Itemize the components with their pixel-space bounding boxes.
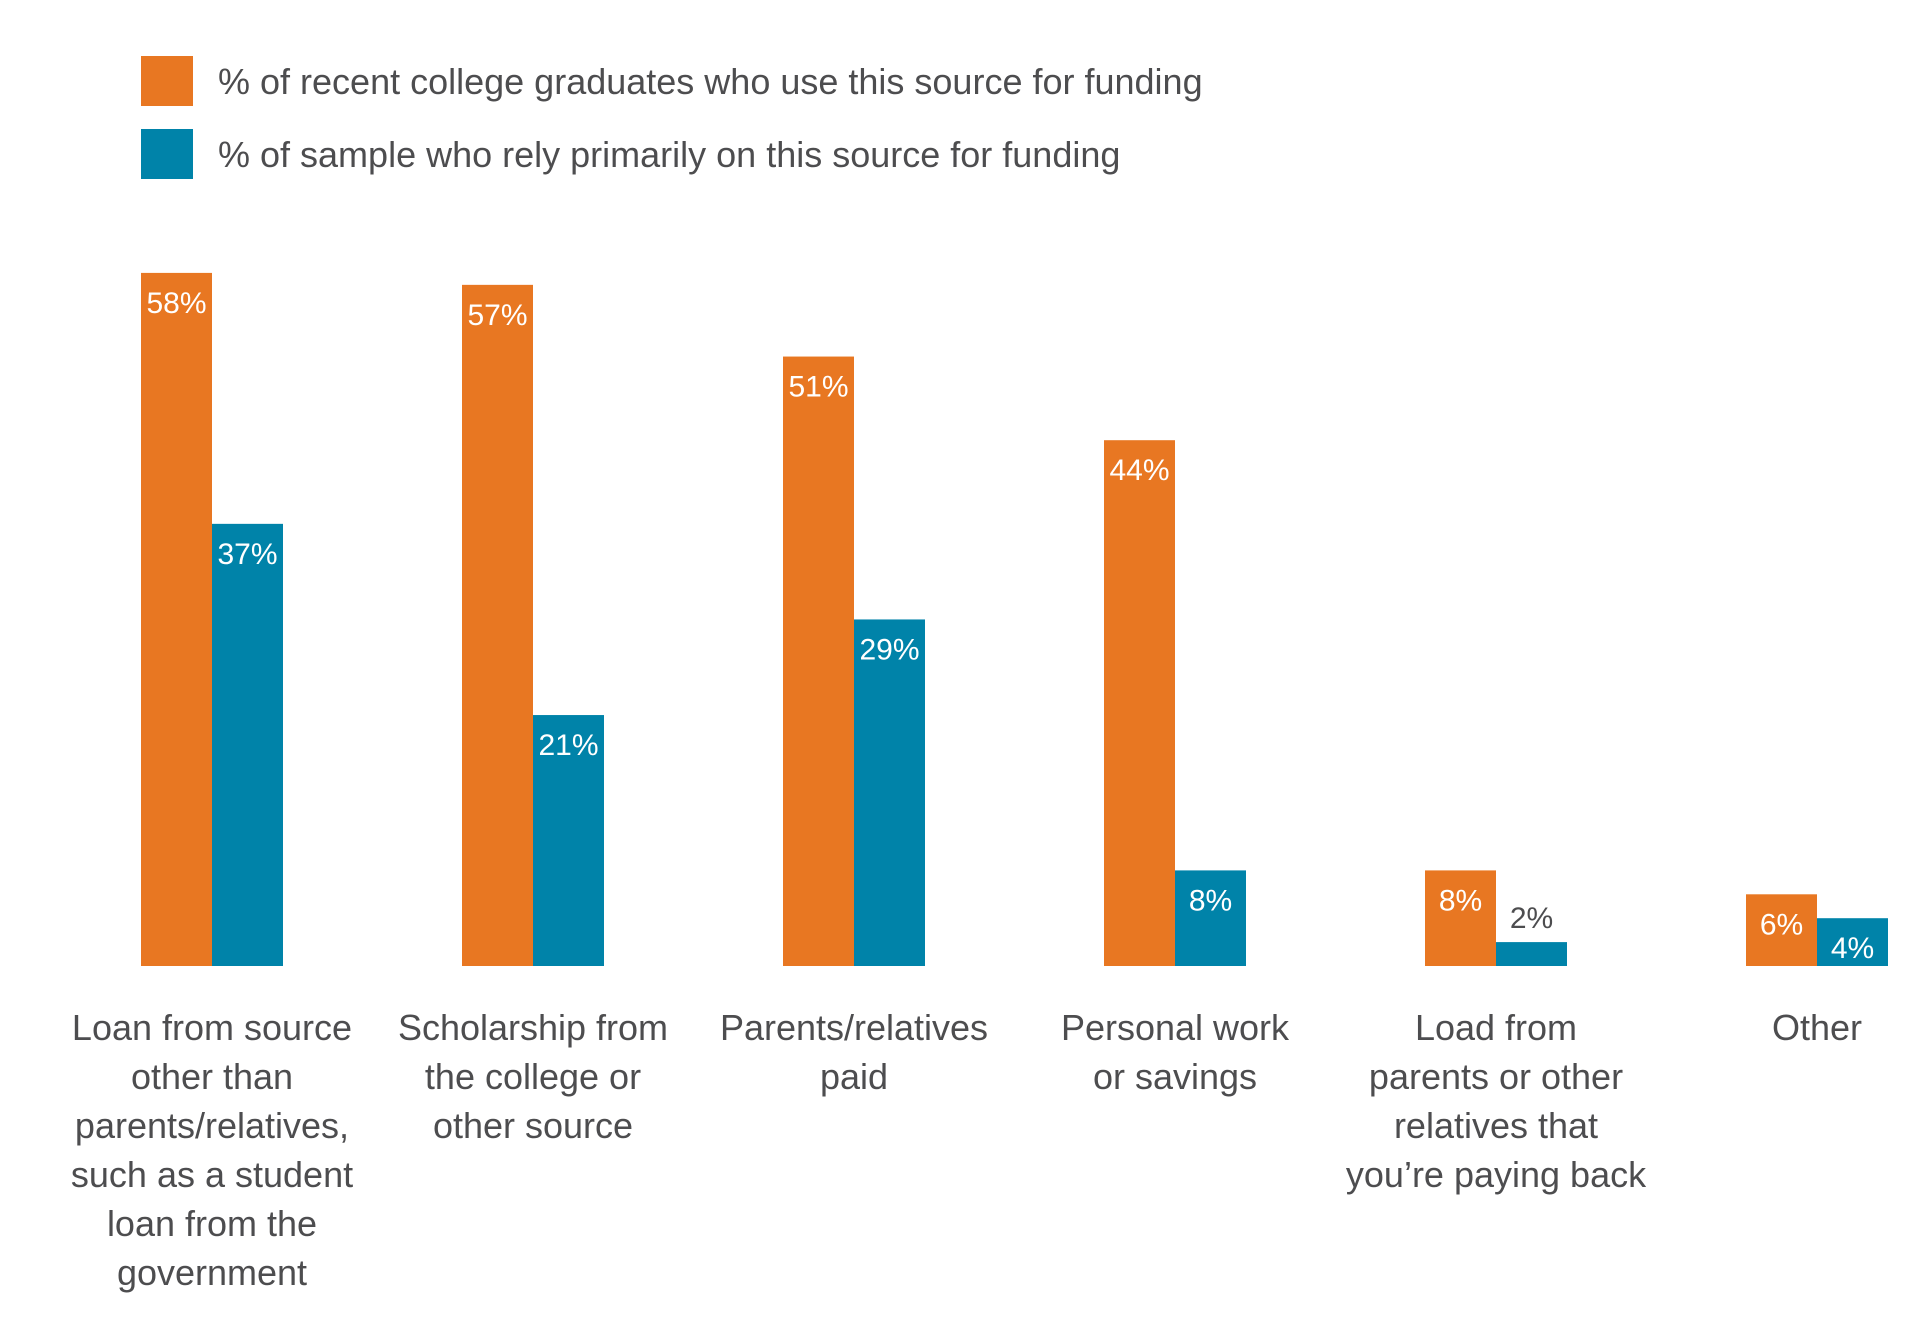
bar-label-series1-cat1: 58% <box>146 287 206 320</box>
legend-swatch-1 <box>141 56 193 106</box>
category-label-6-line-1: Other <box>1772 1007 1862 1048</box>
legend-swatch-2 <box>141 129 193 179</box>
bar-value-labels: 58% 37% 57% 21% 51% 29% 44% 8% 8% 2% 6% 4% <box>146 287 1874 965</box>
category-label-3: Parents/relatives paid <box>720 1007 988 1097</box>
category-labels: Loan from source other than parents/relati… <box>71 1007 1862 1293</box>
category-label-4-line-1: Personal work <box>1061 1007 1290 1048</box>
category-label-3-line-1: Parents/relatives <box>720 1007 988 1048</box>
category-label-5-line-4: you’re paying back <box>1346 1154 1647 1195</box>
bar-series2-cat2 <box>533 715 604 966</box>
bar-series2-cat5 <box>1496 942 1567 966</box>
category-label-4: Personal work or savings <box>1061 1007 1290 1097</box>
category-label-6: Other <box>1772 1007 1862 1048</box>
category-label-5-line-3: relatives that <box>1394 1105 1598 1146</box>
bar-label-series2-cat1: 37% <box>217 538 277 571</box>
bar-series2-cat6 <box>1817 918 1888 966</box>
legend: % of recent college graduates who use th… <box>141 56 1203 179</box>
bar-label-series1-cat2: 57% <box>467 299 527 332</box>
bar-series1-cat4 <box>1104 440 1175 966</box>
bars <box>141 272 1888 967</box>
bar-label-series2-cat6: 4% <box>1831 932 1874 965</box>
bar-series1-cat5 <box>1425 870 1496 966</box>
legend-label-1: % of recent college graduates who use th… <box>218 61 1203 102</box>
bar-label-series1-cat3: 51% <box>788 371 848 404</box>
category-label-1-line-1: Loan from source <box>72 1007 352 1048</box>
bar-label-series2-cat4: 8% <box>1189 884 1232 917</box>
bar-series1-cat1 <box>141 272 212 966</box>
category-label-5: Load from parents or other relatives that y… <box>1346 1007 1647 1195</box>
category-label-3-line-2: paid <box>820 1056 888 1097</box>
category-label-1-line-4: such as a student <box>71 1154 353 1195</box>
category-label-2-line-3: other source <box>433 1105 633 1146</box>
bar-series2-cat1 <box>212 523 283 966</box>
bar-series1-cat6 <box>1746 894 1817 966</box>
category-label-5-line-1: Load from <box>1415 1007 1577 1048</box>
category-label-2: Scholarship from the college or other sour… <box>398 1007 668 1146</box>
category-label-2-line-2: the college or <box>425 1056 641 1097</box>
category-label-1-line-6: government <box>117 1252 307 1293</box>
legend-label-2: % of sample who rely primarily on this s… <box>218 134 1120 175</box>
bar-label-series2-cat3: 29% <box>859 633 919 666</box>
category-label-1-line-3: parents/relatives, <box>75 1105 349 1146</box>
category-label-1-line-2: other than <box>131 1056 293 1097</box>
bar-label-series1-cat6: 6% <box>1760 908 1803 941</box>
category-label-1: Loan from source other than parents/relati… <box>71 1007 353 1293</box>
bar-label-series2-cat2: 21% <box>538 729 598 762</box>
bar-series1-cat2 <box>462 284 533 967</box>
category-label-1-line-5: loan from the <box>107 1203 317 1244</box>
bar-series2-cat4 <box>1175 870 1246 966</box>
category-label-5-line-2: parents or other <box>1369 1056 1623 1097</box>
bar-label-series1-cat4: 44% <box>1109 454 1169 487</box>
bar-series2-cat3 <box>854 619 925 966</box>
category-label-4-line-2: or savings <box>1093 1056 1257 1097</box>
bar-series1-cat3 <box>783 356 854 966</box>
bar-label-series1-cat5: 8% <box>1439 884 1482 917</box>
category-label-2-line-1: Scholarship from <box>398 1007 668 1048</box>
bar-label-series2-cat5: 2% <box>1510 902 1553 935</box>
